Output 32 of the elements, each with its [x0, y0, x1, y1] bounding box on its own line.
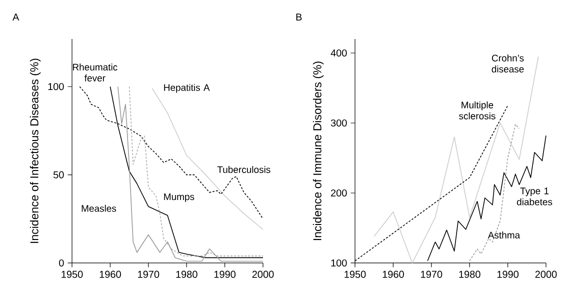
series-label: Multiple sclerosis	[459, 101, 496, 120]
series-label: Measles	[82, 204, 116, 212]
chart-title: A	[12, 14, 20, 21]
x-tick-label: 1980	[459, 270, 480, 278]
y-tick-label: 100	[48, 83, 64, 90]
series-label: Mumps	[164, 193, 194, 202]
series-label: Hepatitis A	[164, 84, 210, 93]
y-tick-label: 400	[330, 49, 347, 57]
x-tick-label: 1970	[138, 270, 160, 278]
series-label: Crohn’s disease	[492, 54, 524, 72]
x-tick-label: 2000	[252, 270, 274, 278]
chart-title: B	[296, 14, 302, 21]
x-tick-label: 1960	[100, 270, 121, 278]
y-tick-label: 200	[331, 189, 347, 197]
y-axis-title: Incidence of Infectious Diseases (%)	[30, 58, 41, 243]
y-tick-label: 0	[59, 259, 64, 267]
x-tick-label: 1950	[344, 270, 366, 278]
x-tick-label: 1980	[176, 270, 198, 278]
x-tick-label: 1950	[62, 270, 83, 278]
x-tick-label: 1990	[497, 270, 519, 278]
x-tick-label: 1990	[214, 270, 236, 278]
series-label: Type 1 diabetes	[516, 188, 552, 206]
y-tick-label: 100	[331, 259, 347, 267]
y-tick-label: 300	[330, 119, 347, 127]
y-axis-title: Incidence of Immune Disorders (%)	[312, 62, 324, 240]
x-tick-label: 1970	[421, 270, 442, 278]
y-tick-label: 50	[53, 171, 64, 178]
x-tick-label: 2000	[535, 270, 557, 278]
x-tick-label: 1960	[382, 270, 404, 278]
series-label: Asthma	[488, 231, 520, 238]
series-label: Rheumatic fever	[73, 64, 118, 82]
series-label: Tuberculosis	[217, 166, 270, 173]
